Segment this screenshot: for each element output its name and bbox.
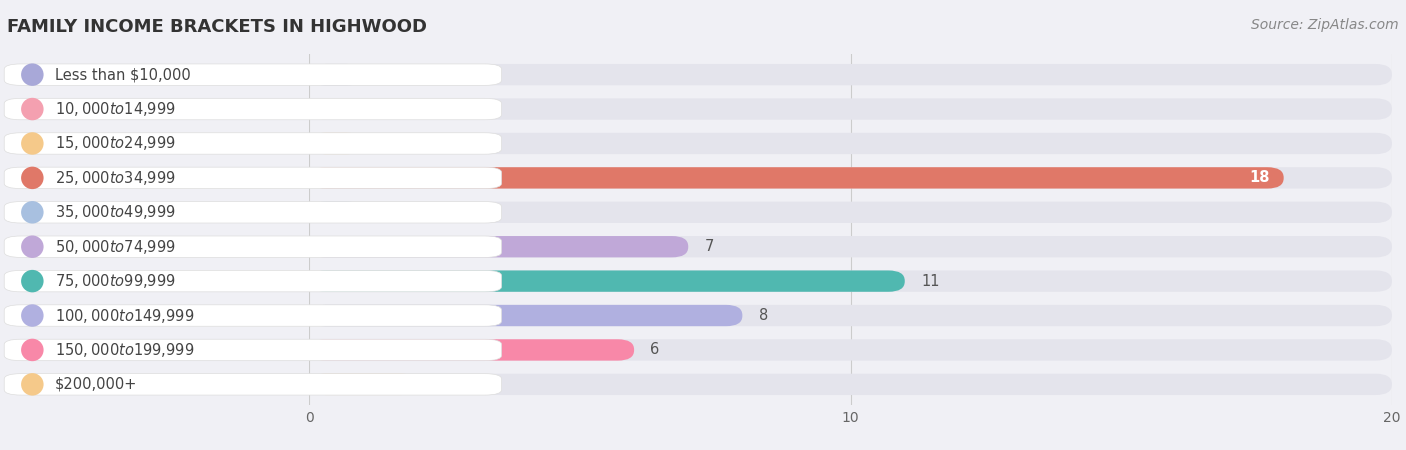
- FancyBboxPatch shape: [309, 167, 1392, 189]
- Text: 18: 18: [1250, 171, 1270, 185]
- FancyBboxPatch shape: [309, 339, 634, 360]
- FancyBboxPatch shape: [309, 99, 1392, 120]
- FancyBboxPatch shape: [309, 202, 1392, 223]
- FancyBboxPatch shape: [309, 236, 689, 257]
- Text: Less than $10,000: Less than $10,000: [55, 67, 191, 82]
- FancyBboxPatch shape: [309, 236, 1392, 257]
- Text: $25,000 to $34,999: $25,000 to $34,999: [55, 169, 176, 187]
- Text: $10,000 to $14,999: $10,000 to $14,999: [55, 100, 176, 118]
- Text: FAMILY INCOME BRACKETS IN HIGHWOOD: FAMILY INCOME BRACKETS IN HIGHWOOD: [7, 18, 427, 36]
- Text: $75,000 to $99,999: $75,000 to $99,999: [55, 272, 176, 290]
- FancyBboxPatch shape: [309, 133, 1392, 154]
- Text: $15,000 to $24,999: $15,000 to $24,999: [55, 135, 176, 153]
- Text: 1: 1: [380, 67, 389, 82]
- Text: 7: 7: [704, 239, 714, 254]
- FancyBboxPatch shape: [309, 305, 742, 326]
- Text: $200,000+: $200,000+: [55, 377, 138, 392]
- Text: 6: 6: [651, 342, 659, 357]
- Text: $35,000 to $49,999: $35,000 to $49,999: [55, 203, 176, 221]
- FancyBboxPatch shape: [309, 374, 1392, 395]
- Text: 11: 11: [921, 274, 939, 288]
- FancyBboxPatch shape: [309, 64, 363, 86]
- Text: Source: ZipAtlas.com: Source: ZipAtlas.com: [1251, 18, 1399, 32]
- FancyBboxPatch shape: [309, 167, 1284, 189]
- Text: 1: 1: [380, 136, 389, 151]
- FancyBboxPatch shape: [309, 270, 1392, 292]
- FancyBboxPatch shape: [309, 64, 1392, 86]
- FancyBboxPatch shape: [309, 270, 905, 292]
- Text: 8: 8: [759, 308, 768, 323]
- Text: 2: 2: [434, 377, 443, 392]
- Text: 0: 0: [326, 102, 335, 117]
- Text: $150,000 to $199,999: $150,000 to $199,999: [55, 341, 194, 359]
- FancyBboxPatch shape: [309, 305, 1392, 326]
- FancyBboxPatch shape: [309, 374, 418, 395]
- FancyBboxPatch shape: [309, 202, 363, 223]
- FancyBboxPatch shape: [309, 133, 363, 154]
- Text: 1: 1: [380, 205, 389, 220]
- Text: $100,000 to $149,999: $100,000 to $149,999: [55, 306, 194, 324]
- FancyBboxPatch shape: [309, 339, 1392, 360]
- Text: $50,000 to $74,999: $50,000 to $74,999: [55, 238, 176, 256]
